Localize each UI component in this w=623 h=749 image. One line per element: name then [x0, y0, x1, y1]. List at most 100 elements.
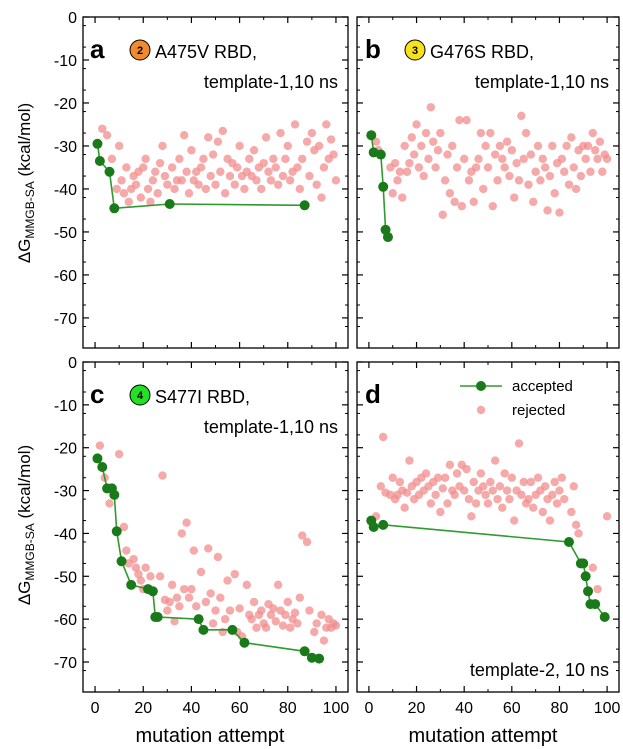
rejected-point: [295, 184, 305, 194]
svg-text:ΔGMMGB-SA (kcal/mol): ΔGMMGB-SA (kcal/mol): [15, 445, 37, 605]
rejected-point: [293, 163, 302, 172]
rejected-point: [204, 544, 213, 553]
mutation-badge: [404, 39, 426, 61]
x-tick-label: 40: [183, 700, 201, 717]
rejected-point: [148, 176, 158, 185]
rejected-point: [122, 546, 131, 555]
rejected-point: [483, 163, 493, 172]
rejected-point: [322, 120, 331, 129]
y-axis-label-sub: MMGB-SA: [23, 523, 37, 580]
rejected-point: [533, 473, 543, 482]
rejected-point: [131, 563, 141, 572]
rejected-point: [526, 150, 536, 159]
rejected-point: [493, 176, 502, 185]
rejected-point: [136, 193, 146, 202]
accepted-point: [378, 181, 389, 192]
rejected-point: [175, 602, 184, 611]
rejected-point: [117, 176, 126, 185]
rejected-point: [141, 563, 150, 572]
rejected-point: [213, 552, 223, 562]
rejected-point: [305, 171, 314, 181]
rejected-point: [302, 137, 312, 146]
rejected-point: [114, 449, 124, 459]
rejected-point: [225, 606, 235, 615]
rejected-point: [187, 146, 196, 155]
rejected-point: [388, 189, 397, 198]
rejected-point: [450, 490, 459, 500]
rejected-point: [524, 180, 533, 189]
rejected-point: [206, 589, 215, 598]
rejected-point: [595, 137, 605, 146]
rejected-point: [119, 522, 129, 532]
accepted-point: [97, 462, 108, 472]
accepted-point: [382, 232, 393, 243]
rejected-point: [158, 141, 167, 151]
rejected-point: [464, 176, 474, 185]
panel-b: b 3 G476S RBD, template-1,10 ns: [356, 16, 620, 349]
rejected-point: [283, 141, 292, 151]
rejected-point: [481, 141, 490, 151]
rejected-point: [555, 208, 564, 217]
rejected-point: [264, 167, 273, 176]
rejected-point: [419, 171, 428, 181]
accepted-point: [299, 200, 310, 211]
rejected-point: [514, 176, 524, 185]
accepted-point: [368, 522, 379, 532]
rejected-point: [371, 137, 381, 146]
rejected-point: [252, 176, 261, 185]
rejected-point: [278, 621, 288, 630]
y-tick-label: -40: [54, 526, 77, 543]
rejected-point: [452, 163, 462, 172]
rejected-point: [569, 163, 578, 172]
rejected-point: [105, 499, 114, 508]
y-tick-label: -10: [54, 398, 77, 415]
rejected-point: [498, 154, 507, 164]
rejected-point: [571, 520, 581, 530]
mutation-badge: [129, 39, 151, 61]
accepted-point: [109, 203, 120, 214]
rejected-point: [249, 597, 259, 607]
mutation-badge-number: 4: [137, 390, 144, 402]
y-axis-label-main: ΔG: [15, 239, 34, 264]
rejected-point: [307, 128, 317, 138]
y-tick-label: -50: [54, 569, 77, 586]
rejected-point: [232, 163, 242, 172]
rejected-point: [540, 482, 550, 491]
rejected-point: [507, 473, 517, 482]
rejected-point: [170, 617, 179, 626]
rejected-point: [312, 619, 321, 628]
rejected-point: [524, 494, 533, 504]
rejected-point: [483, 499, 493, 508]
rejected-point: [479, 184, 488, 194]
rejected-point: [141, 154, 150, 164]
rejected-point: [495, 482, 505, 491]
rejected-point: [533, 141, 543, 151]
rejected-point: [405, 158, 414, 168]
rejected-point: [305, 606, 314, 615]
rejected-point: [319, 636, 329, 645]
x-tick-label: 20: [408, 700, 426, 717]
rejected-point: [431, 490, 440, 500]
rejected-point: [216, 593, 225, 602]
rejected-point: [431, 163, 440, 172]
rejected-point: [602, 154, 612, 164]
rejected-point: [517, 490, 526, 500]
rejected-point: [400, 503, 409, 512]
rejected-point: [114, 141, 124, 151]
rejected-point: [139, 163, 148, 172]
y-tick-label: 0: [68, 355, 77, 372]
rejected-point: [462, 115, 471, 125]
panels-group: 0 -10 -20 -30 -40 -50 -60 -70 a 2 A475V RBD, templa…: [54, 10, 621, 717]
rejected-point: [488, 201, 497, 211]
rejected-point: [290, 120, 300, 129]
rejected-point: [479, 482, 488, 491]
rejected-point: [505, 171, 514, 181]
panel-title-line1: A475V RBD,: [155, 42, 257, 62]
rejected-point: [529, 197, 538, 207]
rejected-point: [495, 141, 505, 151]
x-tick-label: 20: [134, 700, 152, 717]
rejected-point: [259, 158, 268, 168]
accepted-point: [239, 637, 250, 648]
rejected-point: [199, 154, 208, 164]
rejected-point: [167, 580, 177, 590]
